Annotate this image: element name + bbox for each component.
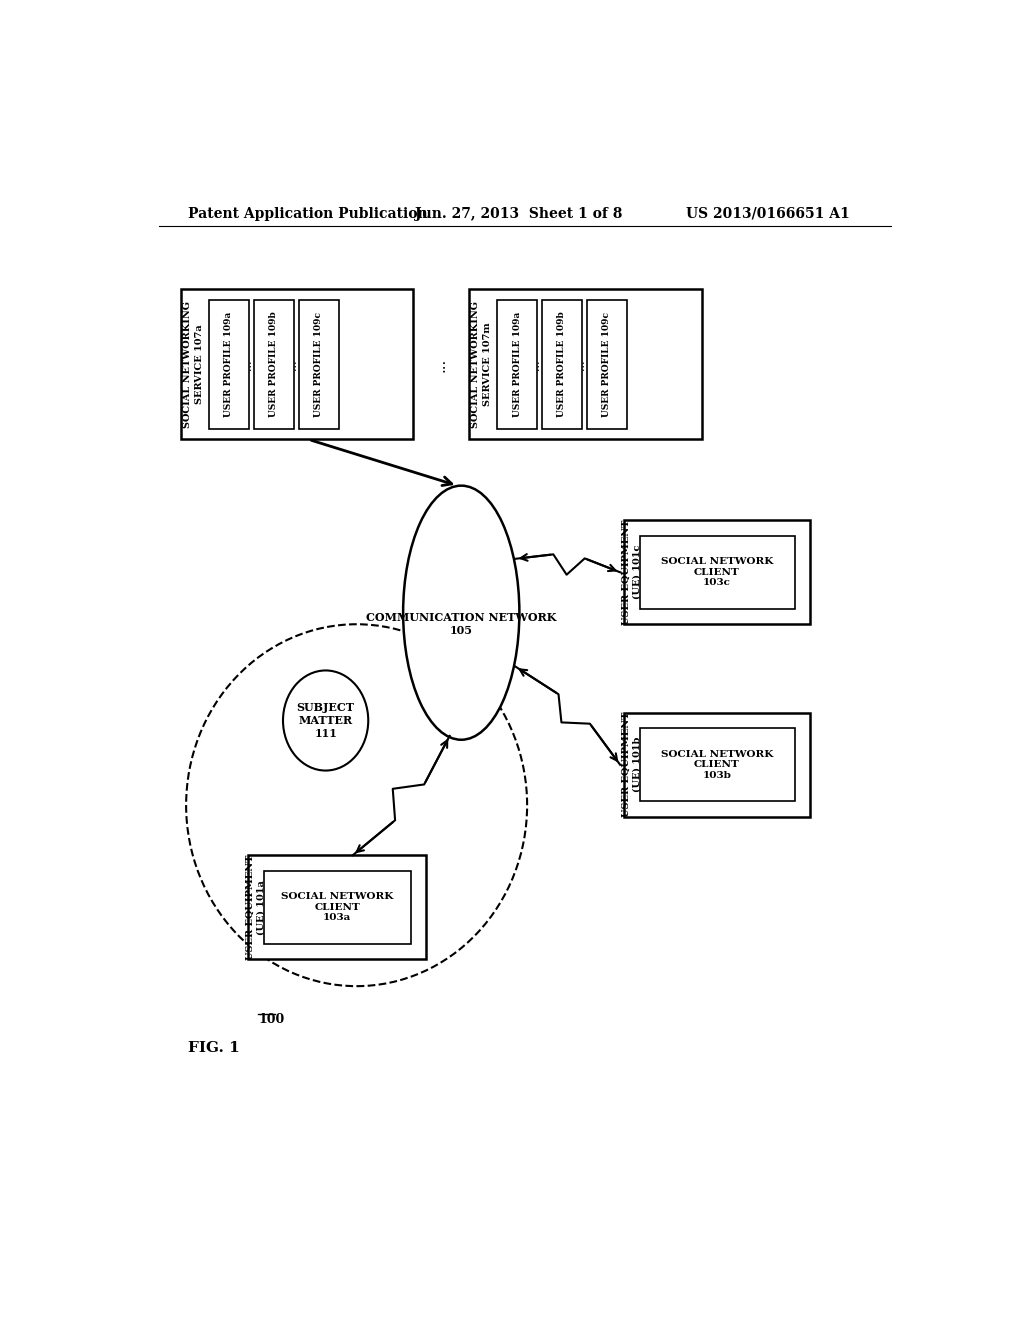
- Bar: [587, 300, 627, 429]
- Bar: [624, 520, 810, 624]
- Text: ...: ...: [434, 358, 449, 371]
- Text: SUBJECT
MATTER
111: SUBJECT MATTER 111: [297, 702, 354, 739]
- Bar: [640, 729, 795, 801]
- Text: USER PROFILE 109a: USER PROFILE 109a: [513, 312, 521, 417]
- Bar: [248, 855, 426, 960]
- Text: SOCIAL NETWORK
CLIENT
103a: SOCIAL NETWORK CLIENT 103a: [281, 892, 393, 923]
- Text: US 2013/0166651 A1: US 2013/0166651 A1: [686, 207, 850, 220]
- Text: ...: ...: [288, 359, 298, 370]
- Ellipse shape: [403, 486, 519, 739]
- Text: USER EQUIPMENT
(UE) 101c: USER EQUIPMENT (UE) 101c: [622, 520, 641, 624]
- Text: USER PROFILE 109c: USER PROFILE 109c: [314, 312, 324, 417]
- Bar: [624, 713, 810, 817]
- Bar: [263, 871, 411, 944]
- Text: ...: ...: [243, 359, 253, 370]
- Text: USER PROFILE 109b: USER PROFILE 109b: [269, 312, 279, 417]
- Text: SOCIAL NETWORK
CLIENT
103c: SOCIAL NETWORK CLIENT 103c: [660, 557, 773, 587]
- Text: Patent Application Publication: Patent Application Publication: [188, 207, 428, 220]
- Text: SOCIAL NETWORK
CLIENT
103b: SOCIAL NETWORK CLIENT 103b: [660, 750, 773, 780]
- Text: Jun. 27, 2013  Sheet 1 of 8: Jun. 27, 2013 Sheet 1 of 8: [415, 207, 623, 220]
- Bar: [542, 300, 583, 429]
- Text: USER PROFILE 109c: USER PROFILE 109c: [602, 312, 611, 417]
- Text: USER EQUIPMENT
(UE) 101a: USER EQUIPMENT (UE) 101a: [246, 854, 265, 960]
- Text: SOCIAL NETWORKING
SERVICE 107a: SOCIAL NETWORKING SERVICE 107a: [182, 301, 204, 428]
- Text: USER PROFILE 109b: USER PROFILE 109b: [557, 312, 566, 417]
- Ellipse shape: [283, 671, 369, 771]
- Text: ...: ...: [531, 359, 542, 370]
- Bar: [254, 300, 294, 429]
- Text: USER EQUIPMENT
(UE) 101b: USER EQUIPMENT (UE) 101b: [622, 711, 641, 817]
- Text: SOCIAL NETWORKING
SERVICE 107m: SOCIAL NETWORKING SERVICE 107m: [471, 301, 492, 428]
- Bar: [640, 536, 795, 609]
- Bar: [469, 289, 701, 440]
- Text: COMMUNICATION NETWORK
105: COMMUNICATION NETWORK 105: [366, 612, 556, 636]
- Text: FIG. 1: FIG. 1: [188, 1040, 241, 1055]
- Bar: [497, 300, 538, 429]
- Text: 100: 100: [258, 1014, 285, 1026]
- Text: USER PROFILE 109a: USER PROFILE 109a: [224, 312, 233, 417]
- Text: ...: ...: [577, 359, 587, 370]
- Bar: [209, 300, 249, 429]
- Bar: [180, 289, 414, 440]
- Bar: [299, 300, 339, 429]
